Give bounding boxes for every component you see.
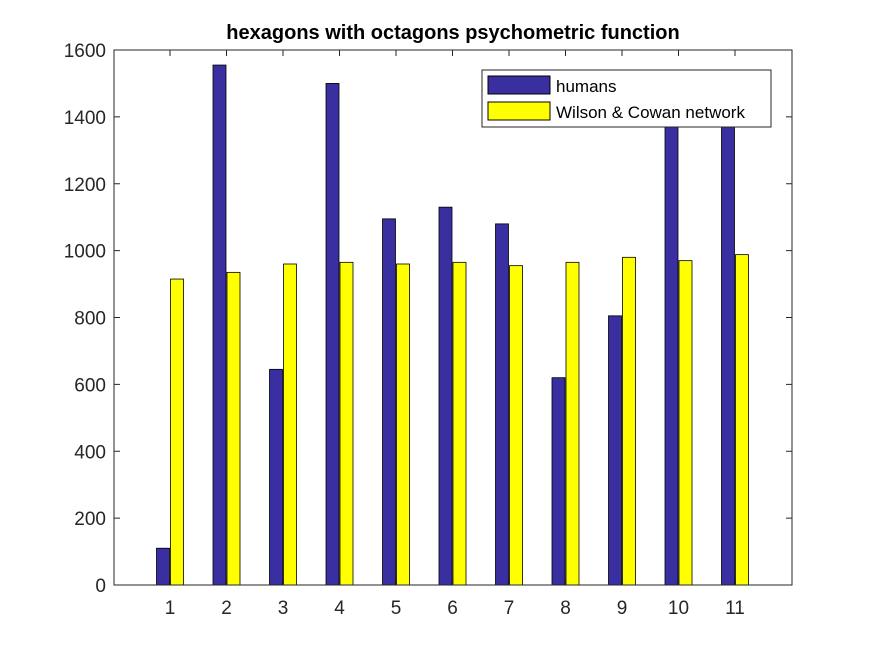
legend-swatch-wilson-cowan-network xyxy=(487,101,551,121)
x-tick-label-5: 5 xyxy=(391,598,402,619)
legend-label-humans: humans xyxy=(556,77,616,96)
y-tick-label-0: 0 xyxy=(95,576,106,597)
x-tick-label-9: 9 xyxy=(617,598,628,619)
y-tick-label-1000: 1000 xyxy=(64,242,106,263)
bar-humans-4 xyxy=(325,83,340,586)
y-tick-label-200: 200 xyxy=(74,509,106,530)
bar-humans-3 xyxy=(269,368,283,586)
x-axis-ticks: 1 2 3 4 5 6 7 8 9 10 11 xyxy=(165,50,745,619)
bar-wilson-cowan-network-2 xyxy=(226,271,241,586)
bar-wilson-cowan-network-9 xyxy=(622,256,636,586)
y-tick-label-600: 600 xyxy=(74,375,106,396)
chart-title: hexagons with octagons psychometric func… xyxy=(226,22,679,44)
bar-humans-1 xyxy=(156,547,170,586)
x-tick-label-1: 1 xyxy=(165,598,176,619)
bar-humans-11 xyxy=(721,123,735,586)
y-tick-label-400: 400 xyxy=(74,442,106,463)
bar-humans-7 xyxy=(495,223,509,586)
x-tick-label-7: 7 xyxy=(504,598,515,619)
legend: humans Wilson & Cowan network xyxy=(481,69,772,128)
x-tick-label-11: 11 xyxy=(725,598,745,619)
x-tick-label-6: 6 xyxy=(447,598,458,619)
bar-humans-10 xyxy=(664,123,679,586)
bars-layer xyxy=(156,64,749,586)
x-tick-label-10: 10 xyxy=(668,598,689,619)
bar-wilson-cowan-network-6 xyxy=(452,261,467,586)
legend-swatch-humans xyxy=(487,75,551,95)
bar-wilson-cowan-network-10 xyxy=(678,260,693,586)
bar-wilson-cowan-network-8 xyxy=(565,261,580,586)
bar-wilson-cowan-network-1 xyxy=(170,278,184,586)
x-tick-label-4: 4 xyxy=(334,598,345,619)
bar-humans-9 xyxy=(608,315,622,586)
bar-humans-5 xyxy=(382,218,396,586)
legend-label-wilson-cowan-network: Wilson & Cowan network xyxy=(556,103,745,122)
y-tick-label-800: 800 xyxy=(74,309,106,330)
y-tick-label-1600: 1600 xyxy=(64,41,106,62)
bar-wilson-cowan-network-7 xyxy=(509,265,523,586)
bar-humans-2 xyxy=(212,64,227,586)
bar-wilson-cowan-network-3 xyxy=(283,263,297,586)
bar-humans-6 xyxy=(438,206,453,586)
bar-wilson-cowan-network-5 xyxy=(396,263,410,586)
x-tick-label-8: 8 xyxy=(560,598,571,619)
x-tick-label-3: 3 xyxy=(278,598,289,619)
x-tick-label-2: 2 xyxy=(221,598,232,619)
bar-wilson-cowan-network-11 xyxy=(735,254,749,586)
bar-wilson-cowan-network-4 xyxy=(339,261,354,586)
y-tick-label-1400: 1400 xyxy=(64,108,106,129)
y-tick-label-1200: 1200 xyxy=(64,175,106,196)
y-axis-ticks: 0 200 400 600 800 1000 1200 1400 1600 xyxy=(64,41,792,597)
bar-humans-8 xyxy=(551,377,566,586)
